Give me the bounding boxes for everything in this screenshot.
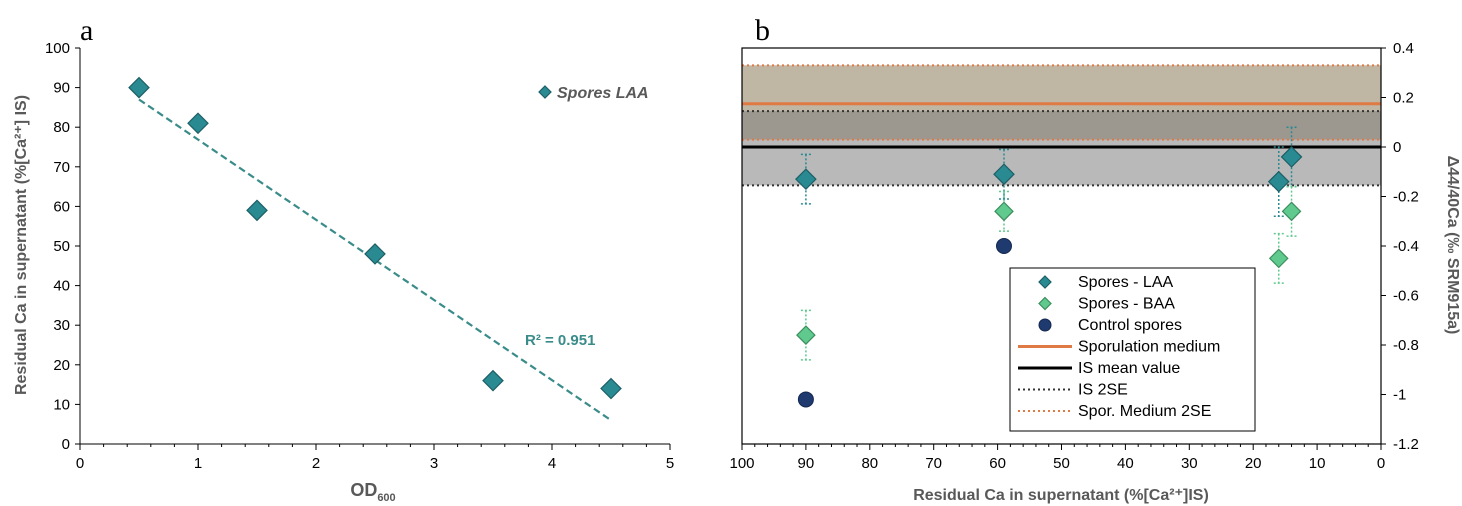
panel-b-legend-marker bbox=[1038, 296, 1052, 311]
panel-a-y-tick-label: 20 bbox=[53, 357, 70, 374]
panel-b-point-spores-baa bbox=[1281, 201, 1302, 222]
panel-b-legend: Spores - LAA Spores - BAA Control spores Sp… bbox=[1009, 267, 1256, 432]
panel-a-legend-label: Spores LAA bbox=[557, 85, 649, 102]
panel-a-legend-marker bbox=[538, 85, 552, 99]
panel-a-axes bbox=[75, 47, 671, 450]
panel-b-x-tick-label: 20 bbox=[1245, 455, 1262, 472]
panel-a-x-tick-label: 5 bbox=[666, 455, 674, 472]
panel-a-point-spores-laa bbox=[482, 369, 504, 392]
panel-b-y-tick-label: 0.2 bbox=[1393, 90, 1414, 107]
panel-a-y-tick-label: 0 bbox=[62, 436, 70, 453]
panel-b-y-tick-label: -0.6 bbox=[1393, 288, 1419, 305]
panel-b-y-tick-label: -0.8 bbox=[1393, 337, 1419, 354]
panel-b-tick-labels: 100 90 80 70 60 50 40 30 20 10 00.40.20-0.2-0.4-0.… bbox=[729, 40, 1418, 472]
panel-b-x-tick-label: 30 bbox=[1181, 455, 1198, 472]
panel-a-tick-labels: 0 10 20 30 40 50 60 70 80 90 100 0 1 2 3 4 5 bbox=[45, 40, 674, 472]
panel-b-legend-box bbox=[1009, 267, 1256, 432]
panel-b-bands bbox=[742, 65, 1381, 186]
panel-b-x-tick-label: 100 bbox=[729, 455, 754, 472]
panel-b-x-tick-label: 40 bbox=[1117, 455, 1134, 472]
panel-a-y-tick-label: 60 bbox=[53, 198, 70, 215]
panel-b-y-tick-label: -0.4 bbox=[1393, 238, 1419, 255]
panel-b-y-axis-title: Δ44/40Ca (‰ SRM915a) bbox=[1444, 156, 1461, 335]
panel-b-marks bbox=[795, 126, 1303, 408]
panel-b-point-spores-laa bbox=[993, 163, 1015, 186]
panel-letter-a: a bbox=[80, 14, 93, 47]
panel-b-point-control-spores bbox=[995, 238, 1012, 254]
panel-a-marks bbox=[128, 76, 622, 422]
panel-a-r2-annotation: R² = 0.951 bbox=[525, 332, 595, 349]
panel-b-x-tick-label: 70 bbox=[925, 455, 942, 472]
panel-b-y-tick-label: 0 bbox=[1393, 139, 1401, 156]
panel-a-y-axis-title: Residual Ca in supernatant (%[Ca²⁺] IS) bbox=[13, 95, 30, 395]
panel-b-point-control-spores bbox=[797, 391, 814, 408]
panel-a-y-tick-label: 70 bbox=[53, 159, 70, 176]
panel-b-legend-label: IS 2SE bbox=[1078, 382, 1128, 399]
panel-b-y-tick-label: -1 bbox=[1393, 387, 1406, 404]
panel-a-x-axis-title: OD600 bbox=[350, 480, 395, 504]
panel-b-x-tick-label: 10 bbox=[1309, 455, 1326, 472]
panel-a-x-tick-label: 4 bbox=[548, 455, 556, 472]
panel-letter-b: b bbox=[755, 14, 770, 47]
panel-b-x-tick-label: 80 bbox=[861, 455, 878, 472]
panel-a-x-tick-label: 1 bbox=[194, 455, 202, 472]
panel-a-y-tick-label: 10 bbox=[53, 396, 70, 413]
panel-b-point-spores-laa bbox=[795, 168, 817, 191]
panel-b-legend-label: Sporulation medium bbox=[1078, 339, 1220, 356]
panel-b-y-tick-label: 0.4 bbox=[1393, 40, 1414, 57]
panel-b-axes bbox=[741, 47, 1386, 450]
panel-a-x-tick-label: 3 bbox=[430, 455, 438, 472]
panel-b-point-spores-baa bbox=[994, 201, 1014, 222]
panel-b-x-tick-label: 50 bbox=[1053, 455, 1070, 472]
panel-b-x-tick-label: 90 bbox=[798, 455, 815, 472]
panel-a-x-tick-label: 0 bbox=[76, 455, 84, 472]
panel-b-point-spores-laa bbox=[1267, 170, 1290, 193]
panel-b-legend-label: Control spores bbox=[1078, 317, 1182, 334]
panel-b-reference-lines bbox=[742, 64, 1381, 187]
panel-a-point-spores-laa bbox=[364, 243, 386, 265]
panel-b-y-tick-label: -0.2 bbox=[1393, 189, 1419, 206]
panel-b-legend-label: Spor. Medium 2SE bbox=[1078, 403, 1211, 420]
panel-a-x-axis-title-main: OD bbox=[350, 480, 377, 500]
panel-b-legend-marker bbox=[1038, 275, 1052, 289]
panel-a-point-spores-laa bbox=[600, 377, 622, 400]
panel-b-legend-label: Spores - BAA bbox=[1078, 296, 1175, 313]
panel-b-legend-label: IS mean value bbox=[1078, 360, 1180, 377]
panel-b-point-spores-baa bbox=[796, 325, 816, 345]
panel-b-point-spores-laa bbox=[1280, 146, 1303, 168]
panel-a-point-spores-laa bbox=[187, 112, 209, 135]
panel-a-y-tick-label: 50 bbox=[53, 238, 70, 255]
panel-b-x-tick-label: 60 bbox=[989, 455, 1006, 472]
panel-b-x-axis-title: Residual Ca in supernatant (%[Ca²⁺]IS) bbox=[913, 487, 1209, 504]
panel-a-y-tick-label: 40 bbox=[53, 278, 70, 295]
panel-a-y-tick-label: 100 bbox=[45, 40, 70, 57]
panel-a-x-tick-label: 2 bbox=[312, 455, 320, 472]
panel-b-y-tick-label: -1.2 bbox=[1393, 436, 1419, 453]
panel-a-x-axis-title-subscript: 600 bbox=[377, 492, 395, 504]
panel-a-point-spores-laa bbox=[128, 76, 150, 99]
panel-b-point-spores-baa bbox=[1268, 248, 1289, 269]
panel-a-legend: Spores LAA bbox=[538, 85, 649, 102]
panel-a-point-spores-laa bbox=[246, 199, 268, 222]
panel-a-y-tick-label: 90 bbox=[53, 80, 70, 97]
panel-b-x-tick-label: 0 bbox=[1377, 455, 1385, 472]
panel-a-y-tick-label: 30 bbox=[53, 317, 70, 334]
panel-a-y-tick-label: 80 bbox=[53, 119, 70, 136]
panel-b-legend-marker bbox=[1038, 318, 1052, 332]
panel-b-legend-label: Spores - LAA bbox=[1078, 274, 1173, 291]
panel-a-trendline bbox=[138, 98, 612, 422]
